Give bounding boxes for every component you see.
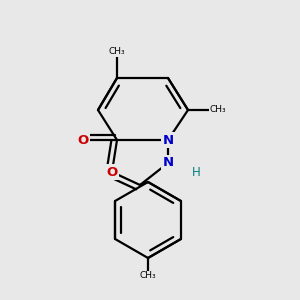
Text: CH₃: CH₃ <box>109 47 125 56</box>
Text: O: O <box>77 134 88 146</box>
Text: H: H <box>192 166 200 178</box>
Text: N: N <box>162 134 174 146</box>
Text: CH₃: CH₃ <box>140 272 156 280</box>
Text: O: O <box>106 166 118 178</box>
Text: N: N <box>162 157 174 169</box>
Text: CH₃: CH₃ <box>210 106 226 115</box>
